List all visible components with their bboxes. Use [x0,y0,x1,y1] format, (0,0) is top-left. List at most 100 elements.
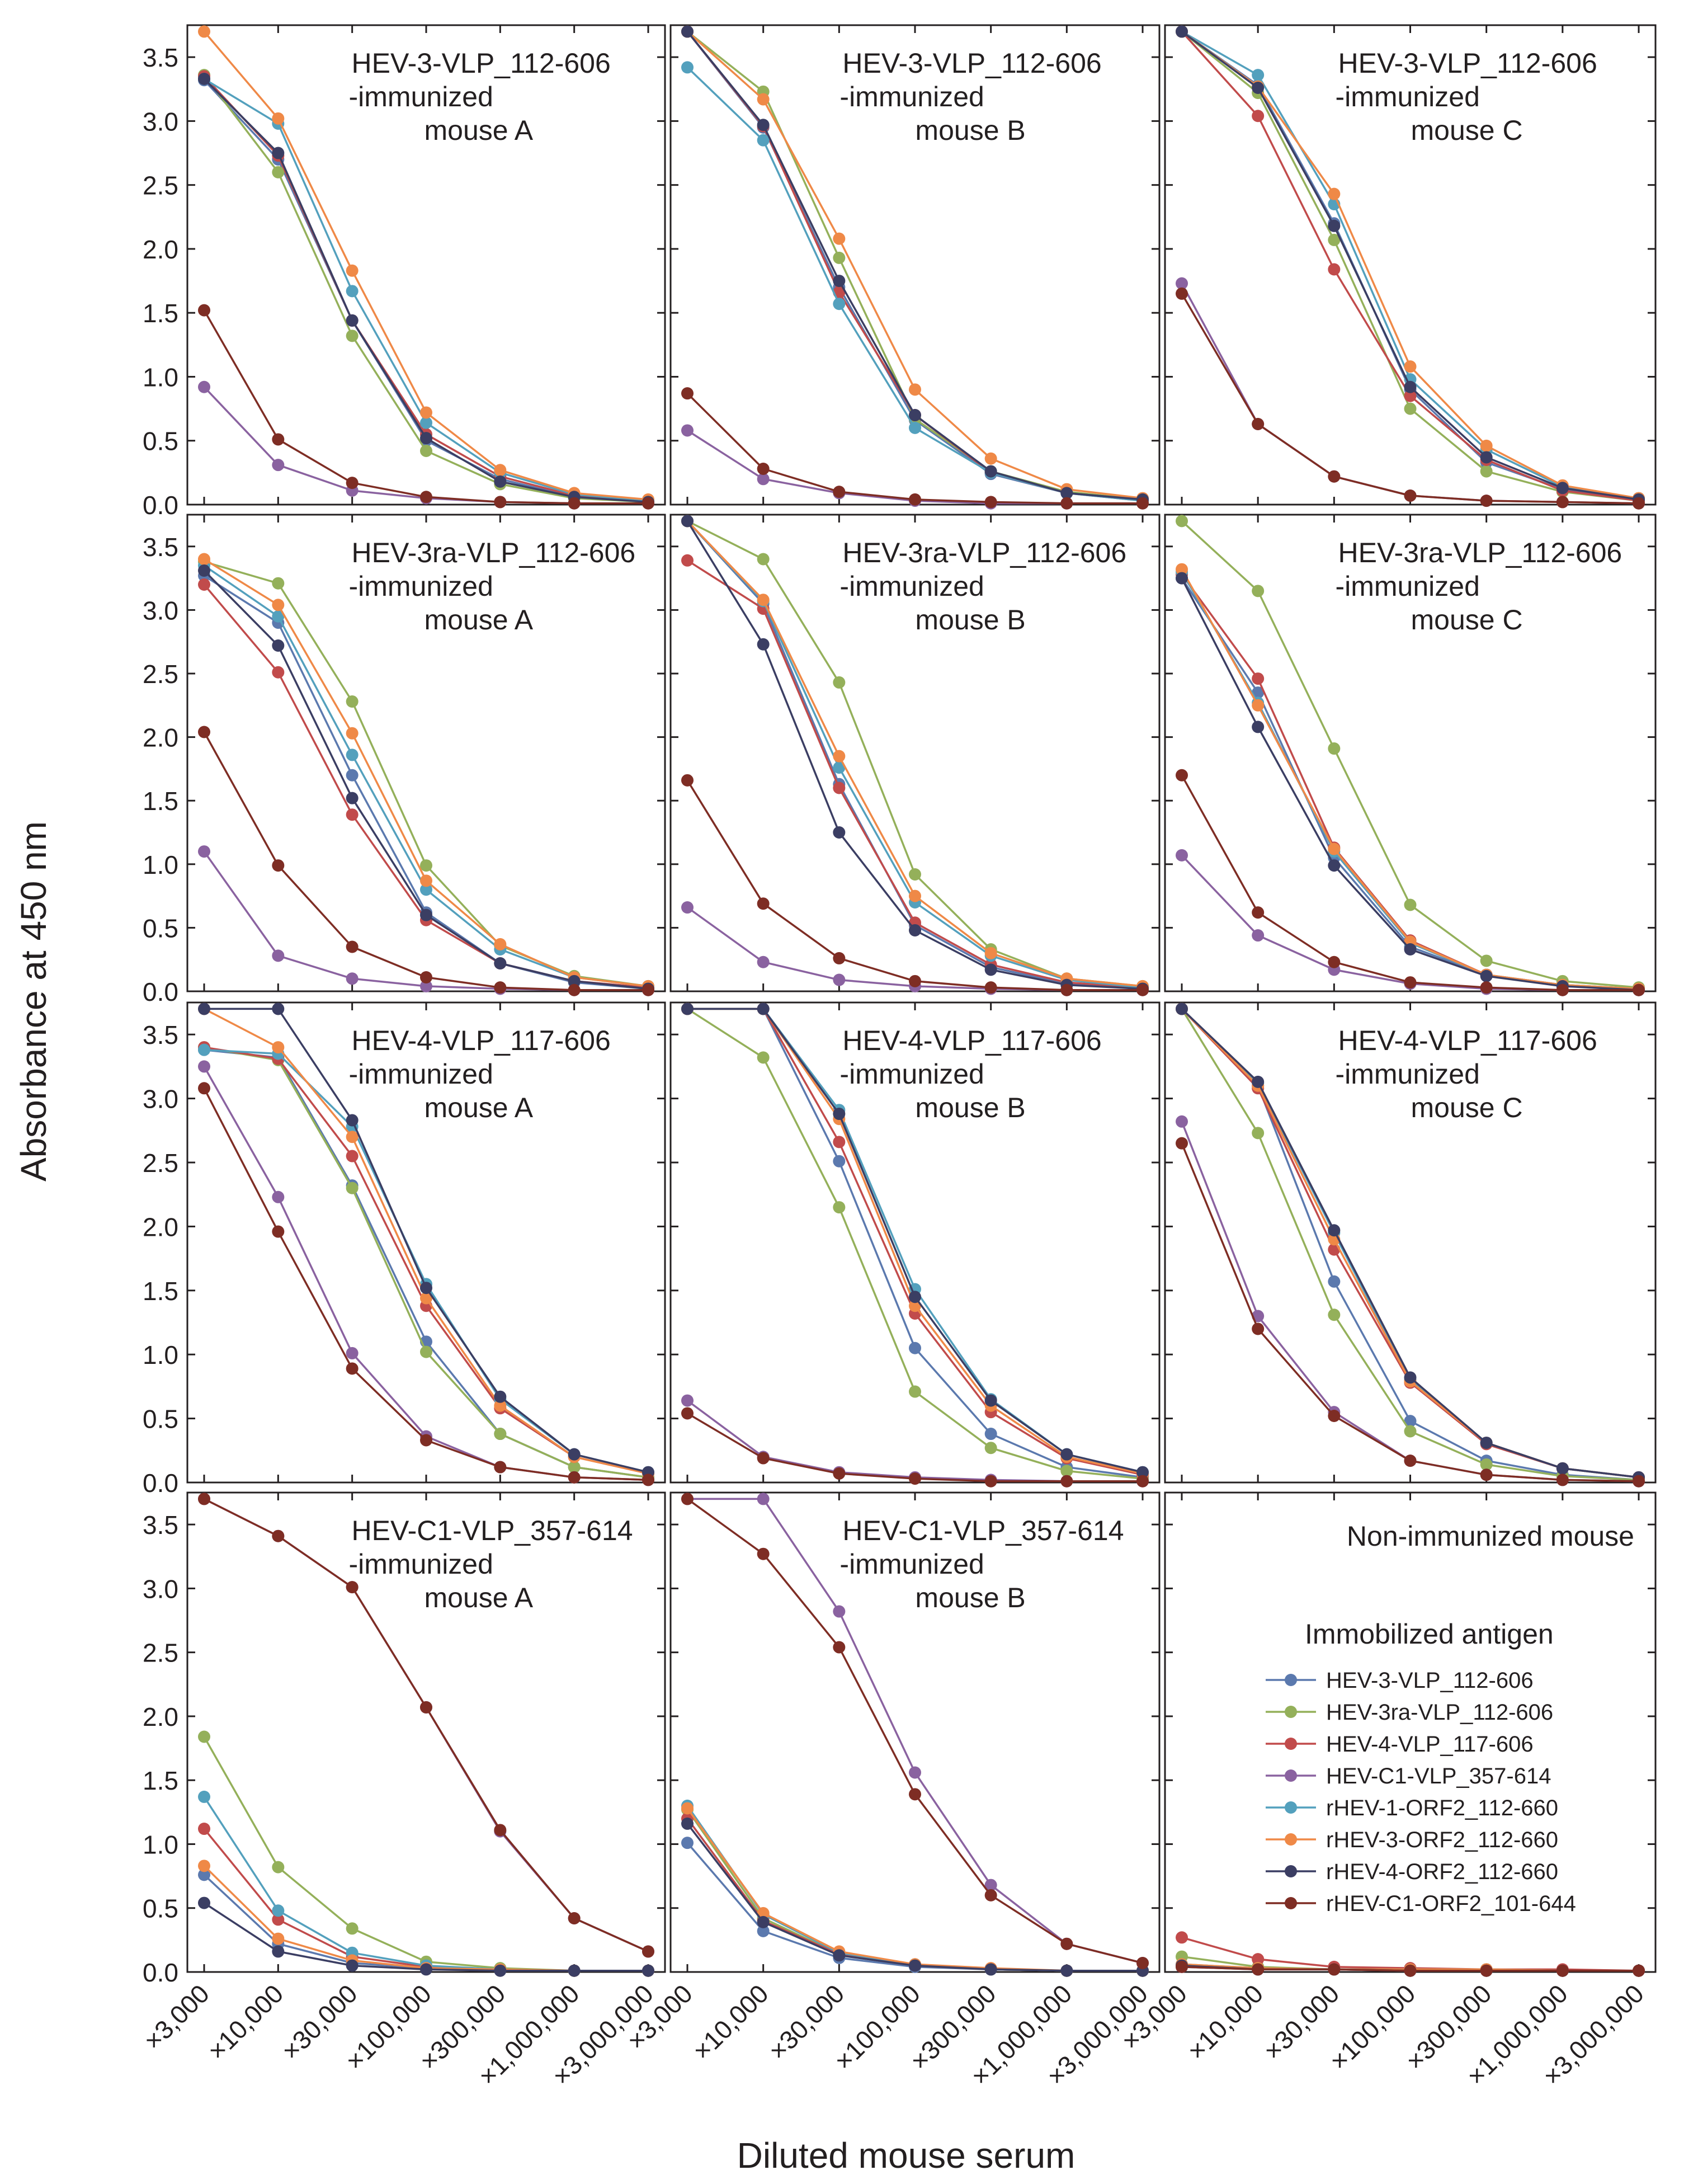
data-point [272,1945,285,1958]
data-point [1480,1458,1493,1471]
legend-label: HEV-3-VLP_112-606 [1326,1668,1534,1693]
y-tick-label: 2.0 [143,1212,178,1241]
data-point [984,1442,997,1455]
data-point [833,1949,846,1962]
data-point [1328,859,1341,872]
data-point [420,1282,432,1295]
data-point [494,981,507,994]
panel-title-line: mouse A [424,115,534,146]
legend-label: rHEV-3-ORF2_112-660 [1326,1828,1558,1852]
panel-title-line: mouse C [1411,1092,1523,1123]
data-point [909,868,921,881]
data-point [568,983,581,996]
panel-title-line: -immunized [349,81,493,112]
data-point [909,1342,921,1354]
data-point [346,1581,359,1594]
legend-item: rHEV-1-ORF2_112-660 [1266,1796,1558,1820]
data-point [1404,1425,1417,1438]
data-point [1060,983,1073,996]
legend-swatch-point [1285,1865,1297,1877]
data-point [1176,1931,1188,1944]
panel-title-line: HEV-3ra-VLP_112-606 [352,537,636,568]
data-point [198,1896,210,1909]
data-point [1176,1115,1188,1128]
data-point [420,445,432,458]
data-point [681,424,694,437]
legend-item: rHEV-4-ORF2_112-660 [1266,1860,1558,1884]
data-point [909,975,921,987]
data-point [681,61,694,74]
panel-title-line: -immunized [839,1548,984,1580]
data-point [757,1907,770,1919]
data-point [1556,1474,1569,1486]
legend-swatch-point [1285,1738,1297,1750]
data-point [494,1964,507,1977]
data-point [909,409,921,422]
panel-title-line: HEV-3-VLP_112-606 [1338,48,1597,79]
legend-item: HEV-4-VLP_117-606 [1266,1732,1534,1757]
data-point [681,1407,694,1420]
data-point [909,421,921,434]
data-point [1176,572,1188,585]
data-point [909,383,921,396]
data-point [984,1963,997,1976]
data-point [1252,721,1265,733]
data-point [198,553,210,566]
data-point [346,1922,359,1935]
data-point [1136,1957,1149,1970]
data-point [1060,1964,1073,1977]
data-point [1480,439,1493,452]
data-point [1556,496,1569,509]
data-point [1404,1415,1417,1428]
data-point [346,1347,359,1359]
y-tick-label: 3.0 [143,107,178,136]
data-point [1252,929,1265,942]
data-point [984,465,997,478]
data-point [346,1131,359,1143]
data-point [909,1959,921,1972]
data-point [1556,1462,1569,1475]
data-point [198,564,210,577]
data-point [984,1475,997,1488]
data-point [681,515,694,528]
data-point [346,695,359,708]
data-point [346,1362,359,1375]
panel-title-line: HEV-4-VLP_117-606 [352,1025,611,1056]
data-point [1060,497,1073,510]
data-point [984,1428,997,1441]
data-point [494,1390,507,1403]
panel-1: 0.0 0.5 1.0 1.5 2.0 2.5 3.0 3.5 HEV-3-VLP_112-60… [143,24,666,520]
panel-title-line: HEV-C1-VLP_357-614 [842,1515,1124,1546]
data-point [494,1399,507,1412]
data-point [1176,563,1188,576]
data-point [1328,1275,1341,1288]
data-point [198,726,210,738]
legend-item: rHEV-3-ORF2_112-660 [1266,1828,1558,1852]
legend-swatch-point [1285,1833,1297,1846]
data-point [568,1461,581,1474]
data-point [568,1964,581,1977]
data-point [272,147,285,159]
data-point [909,493,921,506]
data-point [1060,1448,1073,1461]
data-point [198,1002,210,1015]
series-line-8 [1181,774,1639,991]
data-point [1252,110,1265,123]
data-point [833,275,846,288]
data-point [1176,25,1188,38]
data-point [1633,983,1645,996]
data-point [420,1963,432,1976]
y-tick-label: 3.5 [143,533,178,562]
data-point [1328,842,1341,855]
panel-title-line: HEV-4-VLP_117-606 [842,1025,1101,1056]
data-point [1176,277,1188,290]
panel-title: Non-immunized mouse [1347,1521,1634,1552]
panel-title-line: mouse B [915,604,1025,636]
y-tick-label: 1.5 [143,787,178,816]
data-point [1404,943,1417,956]
y-tick-label: 2.0 [143,1702,178,1731]
data-point [420,491,432,503]
